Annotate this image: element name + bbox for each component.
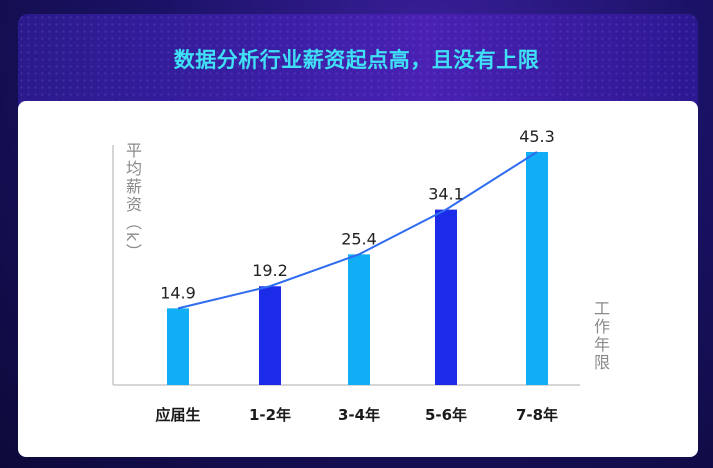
- header-banner: [18, 14, 698, 114]
- data-label-2: 25.4: [341, 229, 377, 248]
- data-label-0: 14.9: [160, 283, 196, 302]
- bar-4: [526, 152, 548, 385]
- x-axis-label: 工作年限: [591, 300, 610, 372]
- data-label-3: 34.1: [428, 185, 464, 204]
- x-tick-label-0: 应届生: [155, 406, 200, 424]
- y-axis-label: 平均薪资（k）: [123, 142, 142, 262]
- x-tick-label-1: 1-2年: [249, 406, 291, 424]
- x-tick-label-2: 3-4年: [338, 406, 380, 424]
- bar-2: [348, 254, 370, 385]
- bar-3: [435, 209, 457, 385]
- x-tick-label-3: 5-6年: [425, 406, 467, 424]
- bar-1: [259, 286, 281, 385]
- page-title: 数据分析行业薪资起点高，且没有上限: [173, 48, 540, 72]
- data-label-1: 19.2: [252, 261, 288, 280]
- data-label-4: 45.3: [519, 127, 555, 146]
- trend-line: [177, 151, 538, 310]
- x-tick-label-4: 7-8年: [516, 406, 558, 424]
- bar-0: [167, 308, 189, 385]
